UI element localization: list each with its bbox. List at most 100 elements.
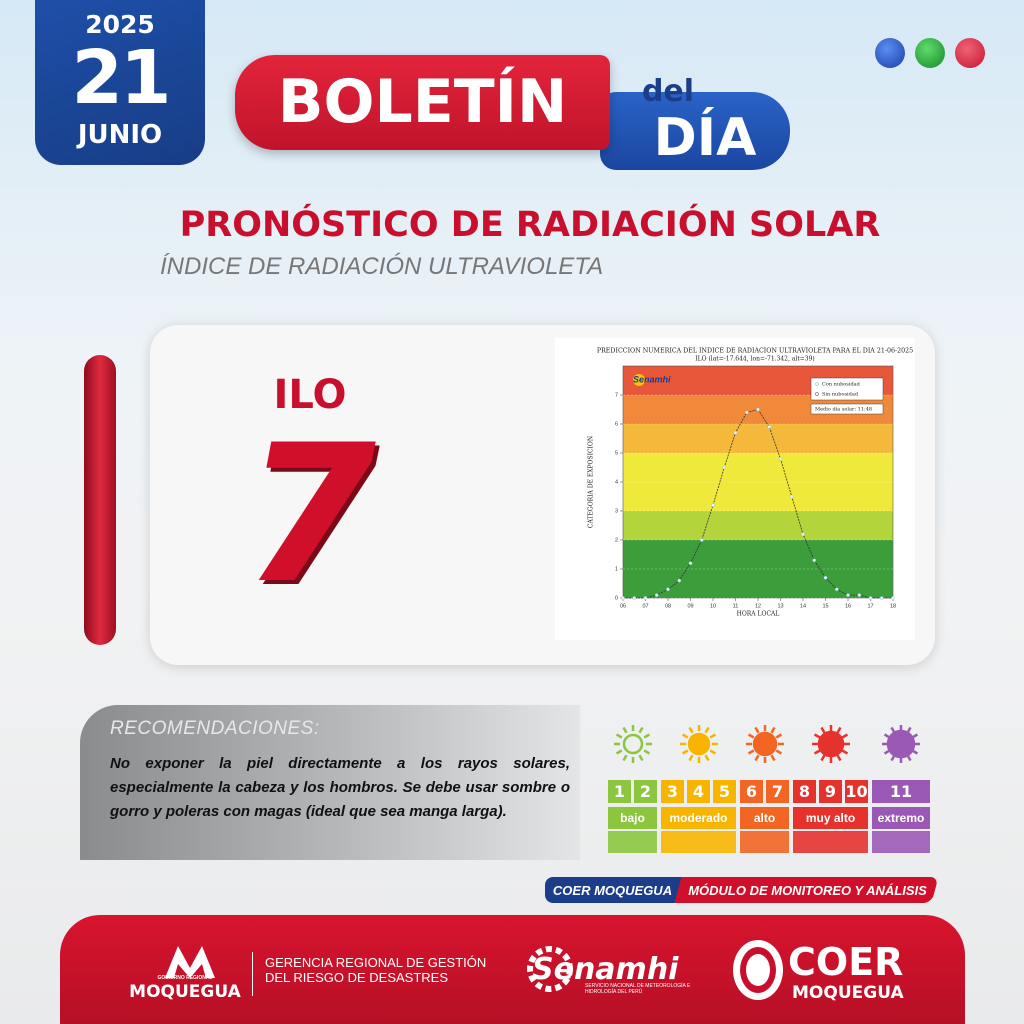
uv-icons xyxy=(793,831,868,853)
x-tick-label: 16 xyxy=(845,603,851,609)
data-point xyxy=(767,425,772,429)
header-boletin: BOLETÍN xyxy=(277,67,568,137)
data-point xyxy=(812,558,817,563)
x-tick-label: 15 xyxy=(822,603,828,609)
x-tick-label: 12 xyxy=(755,603,761,609)
uv-icons xyxy=(661,831,736,853)
y-tick-label: 7 xyxy=(615,392,618,398)
x-tick-label: 14 xyxy=(800,603,806,609)
decor-dot-blue xyxy=(875,38,905,68)
header-red-pill xyxy=(235,55,610,150)
sun-icon xyxy=(613,725,652,763)
tag-left-bg xyxy=(545,877,685,903)
annotation: Medio día solar: 11:48 xyxy=(815,406,872,413)
legend: Con nubosidad Sin nubosidad xyxy=(810,377,884,401)
x-tick-label: 09 xyxy=(687,603,693,609)
coer-shield xyxy=(733,940,783,1000)
chart-logo: Senamhi xyxy=(633,374,671,384)
data-point xyxy=(632,596,637,600)
x-axis-label: HORA LOCAL xyxy=(737,611,780,618)
footer-divider xyxy=(252,952,253,996)
data-point xyxy=(733,430,738,435)
data-point xyxy=(621,596,625,600)
senamhi-name: Senamhi xyxy=(532,952,679,987)
uv-level: 3 xyxy=(661,780,684,803)
x-tick-label: 11 xyxy=(733,603,739,609)
data-point xyxy=(654,593,659,597)
y-tick-label: 2 xyxy=(615,537,618,543)
uv-chart: PREDICCION NUMERICA DEL INDICE DE RADIAC… xyxy=(555,338,915,640)
y-tick-label: 1 xyxy=(615,566,618,572)
tag-left: COER MOQUEGUA xyxy=(552,883,673,898)
uv-level: 7 xyxy=(766,780,789,803)
uv-level: 9 xyxy=(819,780,842,803)
decor-capsule xyxy=(84,355,116,645)
gore-logo xyxy=(165,946,215,978)
coer-name: COER xyxy=(788,940,904,984)
recommendations-heading: RECOMENDACIONES: xyxy=(110,718,320,739)
exposure-band xyxy=(623,511,893,540)
decor-dot-green xyxy=(915,38,945,68)
data-point xyxy=(666,587,670,592)
title: PRONÓSTICO DE RADIACIÓN SOLAR xyxy=(179,205,881,245)
date-badge xyxy=(35,0,205,165)
uv-icons xyxy=(740,831,789,853)
coer-region: MOQUEGUA xyxy=(792,983,904,1003)
data-point xyxy=(879,596,884,600)
uv-category: alto xyxy=(740,807,789,829)
x-tick-label: 06 xyxy=(620,603,626,609)
header-blue-pill xyxy=(600,92,790,170)
data-point xyxy=(643,596,648,600)
legend-symbol xyxy=(815,392,819,396)
x-tick-label: 18 xyxy=(890,603,896,609)
data-point xyxy=(778,457,783,461)
recommendations-text: No exponer la piel directamente a los ra… xyxy=(110,755,570,820)
header-dia: DÍA xyxy=(653,108,757,168)
gore-name: MOQUEGUA xyxy=(129,982,241,1002)
subtitle: ÍNDICE DE RADIACIÓN ULTRAVIOLETA xyxy=(160,253,604,280)
data-point xyxy=(688,561,693,565)
data-point xyxy=(744,410,749,415)
y-tick-label: 0 xyxy=(615,595,618,601)
location: ILO xyxy=(273,372,347,418)
data-point xyxy=(677,578,682,583)
logo-sun xyxy=(633,374,645,386)
decor-dot-red xyxy=(955,38,985,68)
month: JUNIO xyxy=(77,120,163,150)
chart-title: PREDICCION NUMERICA DEL INDICE DE RADIAC… xyxy=(597,348,913,355)
data-point xyxy=(756,407,760,412)
uv-category: extremo xyxy=(872,807,930,829)
uv-level: 6 xyxy=(740,780,763,803)
x-tick-label: 17 xyxy=(867,603,873,609)
y-tick-label: 6 xyxy=(615,421,618,427)
uv-category: bajo xyxy=(608,807,657,829)
uv-category: moderado xyxy=(661,807,736,829)
uv-icons xyxy=(872,831,930,853)
data-point xyxy=(823,575,828,580)
year: 2025 xyxy=(85,10,155,39)
y-tick-label: 4 xyxy=(615,479,618,485)
day: 21 xyxy=(71,35,172,121)
uv-level: 1 xyxy=(608,780,631,803)
data-point xyxy=(846,593,850,597)
uv-level: 5 xyxy=(713,780,736,803)
legend-label: Sin nubosidad xyxy=(822,392,859,398)
header-del: del xyxy=(641,74,695,109)
sun-icon xyxy=(811,725,850,763)
legend-label: Con nubosidad xyxy=(822,382,861,388)
data-point xyxy=(857,593,862,597)
y-axis-label: CATEGORIA DE EXPOSICION xyxy=(588,436,595,528)
gerencia-line1: GERENCIA REGIONAL DE GESTIÓN xyxy=(265,955,487,970)
x-tick-label: 10 xyxy=(710,603,716,609)
senamhi-sun xyxy=(527,946,573,992)
sun-icon xyxy=(882,725,920,763)
data-point xyxy=(789,494,794,499)
data-point xyxy=(834,587,839,592)
uv-level: 10 xyxy=(845,780,868,803)
data-point xyxy=(722,465,727,470)
y-tick-label: 5 xyxy=(615,450,618,456)
uv-level: 11 xyxy=(872,780,930,803)
data-point xyxy=(801,532,805,536)
chart-subtitle: ILO (lat=-17.644, lon=-71.342, alt=39) xyxy=(695,356,814,363)
